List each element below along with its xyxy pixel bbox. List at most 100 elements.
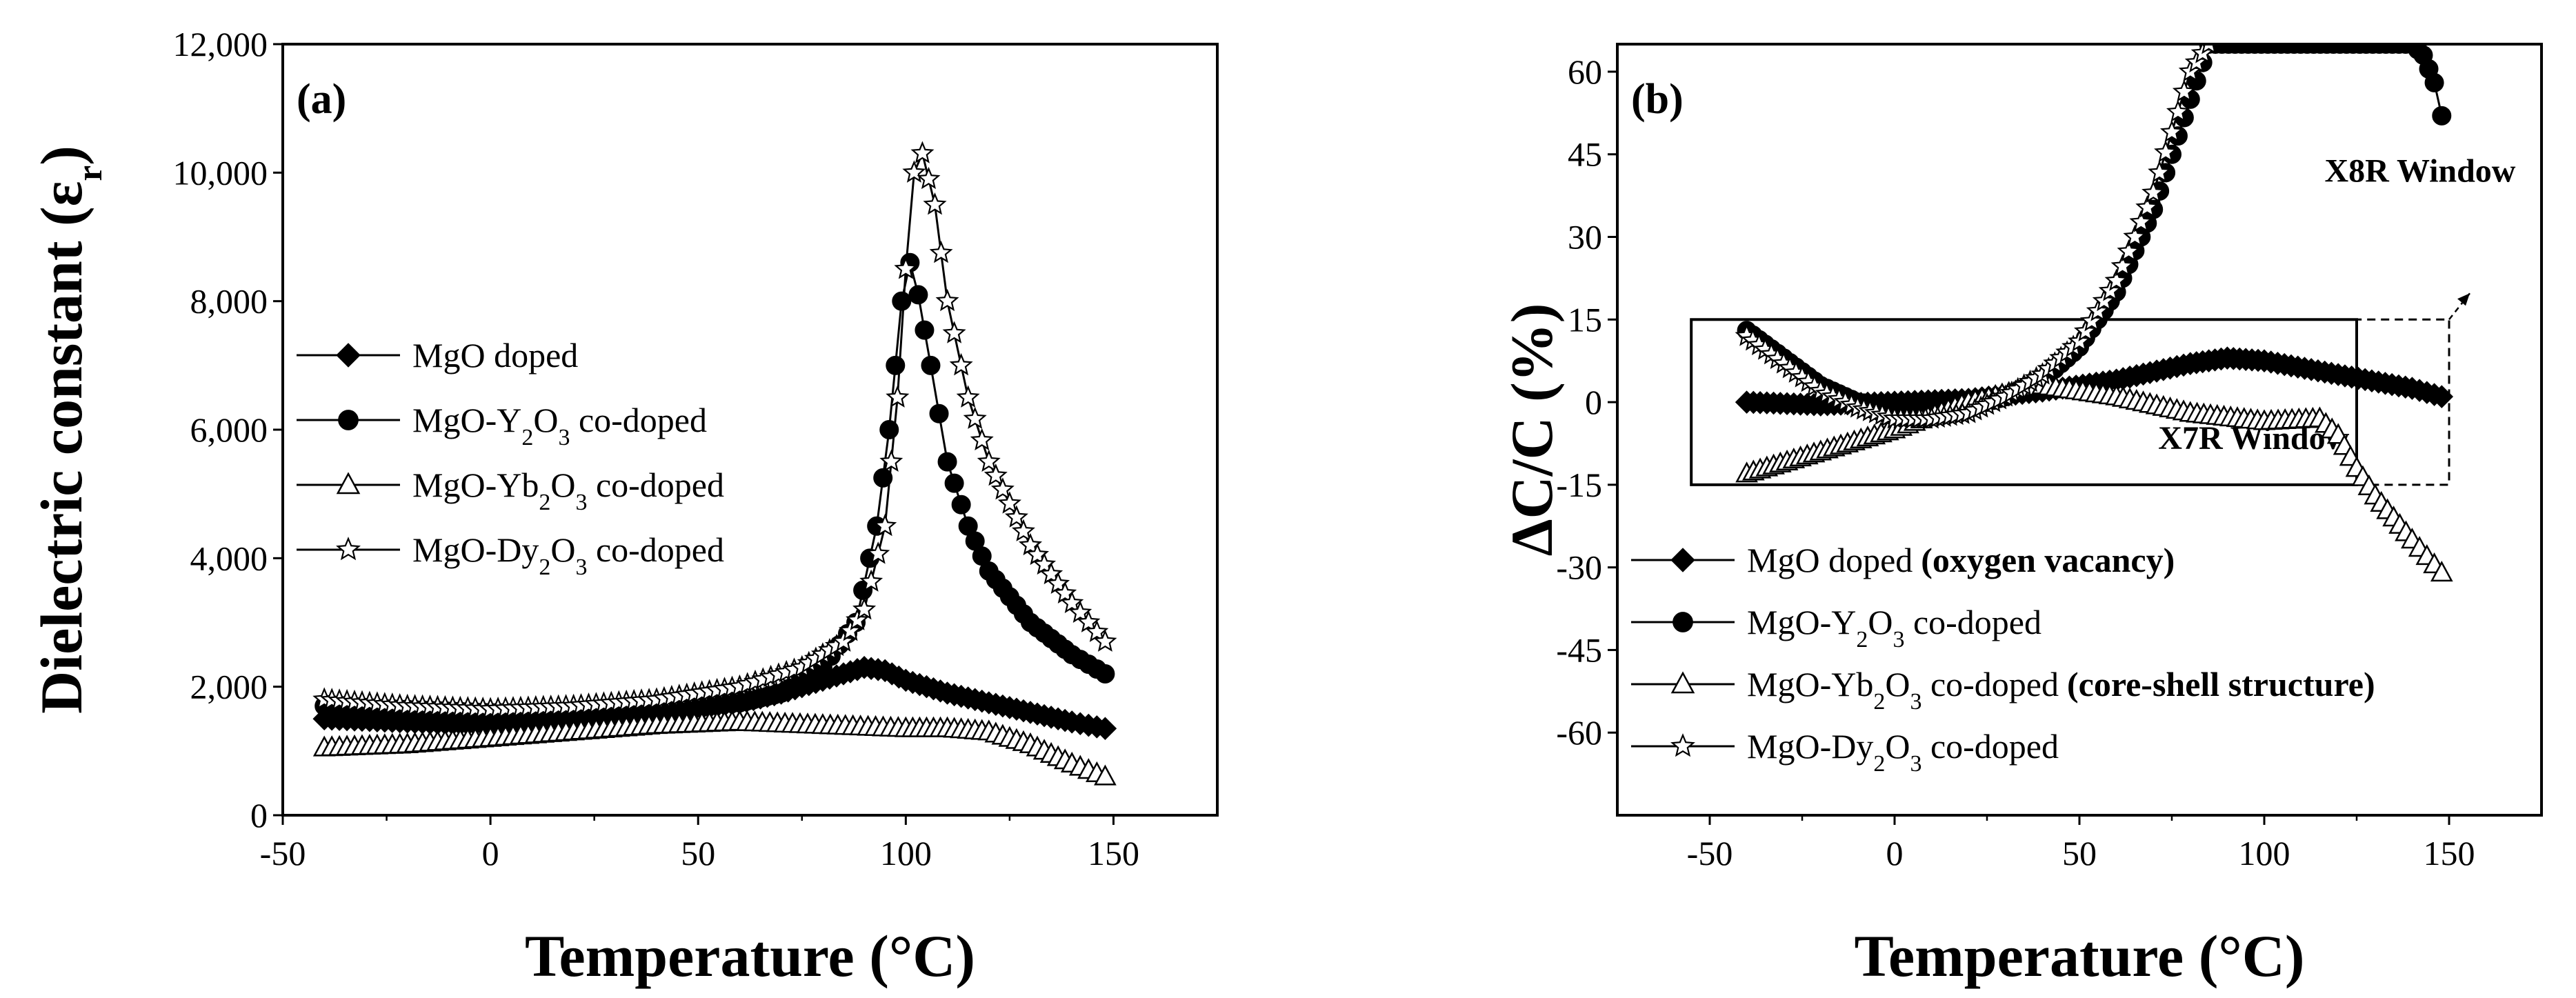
data-point [951, 495, 971, 515]
x-tick-label: 50 [681, 834, 715, 872]
data-point [2430, 561, 2453, 582]
data-point [970, 428, 994, 451]
data-point [852, 597, 877, 620]
y-tick-label: -15 [1556, 466, 1602, 504]
panel-label: (a) [297, 76, 346, 123]
y-tick-label: 4,000 [190, 539, 268, 577]
y-tick-label: -30 [1556, 548, 1602, 587]
x8r-window-label: X8R Window [2324, 153, 2515, 190]
data-point [2432, 106, 2452, 126]
panel-label: (b) [1631, 76, 1684, 123]
x-tick-label: 100 [880, 834, 932, 872]
legend-label: MgO-Yb2O3 co-doped [1747, 665, 2059, 715]
data-point [929, 240, 953, 263]
legend-marker [336, 472, 361, 495]
legend-label-suffix: (oxygen vacancy) [1921, 541, 2175, 579]
data-point [984, 463, 1008, 486]
data-point [2141, 180, 2166, 203]
data-point [917, 166, 941, 190]
data-point [937, 452, 957, 472]
series-4 [312, 141, 1117, 719]
panel-b-capacitance-change: -60 -45 -30 -15 0 15 30 45 60 -50 0 50 100 150 Tempera… [1499, 43, 2543, 989]
y-tick-label: 12,000 [173, 25, 268, 63]
y-tick-label: 8,000 [190, 282, 268, 321]
series-3 [312, 710, 1117, 786]
data-point [990, 477, 1015, 500]
x-tick-label: -50 [260, 834, 306, 872]
data-point [2154, 140, 2178, 163]
legend-label-suffix: (core-shell structure) [2067, 665, 2375, 703]
data-point [886, 385, 910, 408]
y-tick-label: 0 [1585, 383, 1602, 421]
data-point [859, 569, 883, 592]
y-axis-title-group: Dielectric constant (εr) [28, 146, 110, 714]
legend-entry: MgO-Dy2O3 co-doped [1747, 727, 2059, 777]
data-point [910, 141, 935, 163]
data-point [879, 449, 903, 472]
y-tick-label: 6,000 [190, 410, 268, 449]
data-point [873, 513, 897, 537]
data-point [1095, 664, 1115, 684]
y-tick-label: -45 [1556, 630, 1602, 669]
legend-label: MgO-Dy2O3 co-doped [412, 530, 724, 580]
data-point [1011, 519, 1035, 541]
data-point [2166, 99, 2190, 122]
data-point [2129, 210, 2153, 232]
data-point [1094, 764, 1117, 786]
x-tick-label: 150 [2424, 834, 2475, 872]
legend-entry: MgO-Y2O3 co-doped [1747, 603, 2041, 652]
data-point [2123, 224, 2147, 247]
data-point [2104, 268, 2128, 291]
series-layer [312, 141, 1117, 786]
data-point [2201, 44, 2217, 54]
data-point [915, 320, 935, 340]
legend-marker [1670, 733, 1695, 757]
y-tick-label: 10,000 [173, 153, 268, 192]
legend-entry: MgO-Yb2O3 co-doped (core-shell structure) [1747, 665, 2375, 715]
legend-label: MgO-Dy2O3 co-doped [1747, 727, 2059, 777]
data-point [894, 257, 918, 279]
data-point [942, 321, 966, 343]
x-tick-label: 100 [2239, 834, 2290, 872]
data-point [1093, 717, 1117, 740]
series-2 [1737, 44, 2452, 423]
y-axis-title: Dielectric constant (εr) [28, 146, 110, 714]
x-tick-label: -50 [1687, 834, 1733, 872]
data-point [1060, 590, 1084, 614]
legend-label: MgO doped [1747, 541, 1913, 579]
data-point [2172, 79, 2196, 102]
data-point [963, 406, 987, 429]
data-point [2135, 195, 2159, 218]
legend: MgO doped (oxygen vacancy) MgO-Y2O3 co-dop… [1631, 541, 2375, 777]
y-axis-title: ΔC/C (%) [1499, 303, 1565, 557]
x8r-arrow-head [2457, 293, 2470, 306]
data-point [866, 541, 890, 564]
series-3 [1735, 373, 2453, 582]
data-point [2148, 160, 2172, 183]
data-point [1068, 600, 1092, 623]
series-4 [1735, 44, 2217, 429]
data-point [997, 491, 1021, 514]
data-point [2159, 119, 2184, 143]
series-line [1746, 44, 2443, 415]
series-layer [1735, 44, 2454, 582]
legend-marker [1670, 548, 1695, 572]
y-tick-label: -60 [1556, 713, 1602, 752]
legend-label: MgO-Y2O3 co-doped [1747, 603, 2041, 652]
data-point [921, 355, 941, 375]
data-point [908, 285, 928, 305]
legend-entry: MgO-Dy2O3 co-doped [412, 530, 724, 580]
legend-entry: MgO doped [412, 336, 578, 375]
legend-marker [338, 410, 359, 430]
data-point [956, 385, 980, 408]
legend-entry: MgO-Yb2O3 co-doped [412, 466, 724, 515]
plot-frame [1616, 43, 2543, 817]
y-tick-label: 15 [1568, 300, 1602, 339]
data-point [944, 473, 964, 493]
legend-entry: MgO-Y2O3 co-doped [412, 401, 707, 450]
legend-marker [336, 343, 361, 368]
legend-label: MgO-Y2O3 co-doped [412, 401, 707, 450]
x-axis-title: Temperature (°C) [525, 923, 975, 989]
